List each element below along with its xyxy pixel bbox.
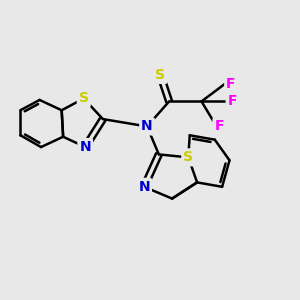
Text: N: N bbox=[141, 119, 153, 134]
Text: N: N bbox=[80, 140, 91, 154]
Text: S: S bbox=[79, 92, 89, 106]
Text: S: S bbox=[155, 68, 165, 82]
Text: S: S bbox=[183, 150, 193, 164]
Text: F: F bbox=[228, 94, 237, 108]
Text: F: F bbox=[226, 77, 236, 91]
Text: F: F bbox=[214, 119, 224, 134]
Text: N: N bbox=[138, 180, 150, 194]
